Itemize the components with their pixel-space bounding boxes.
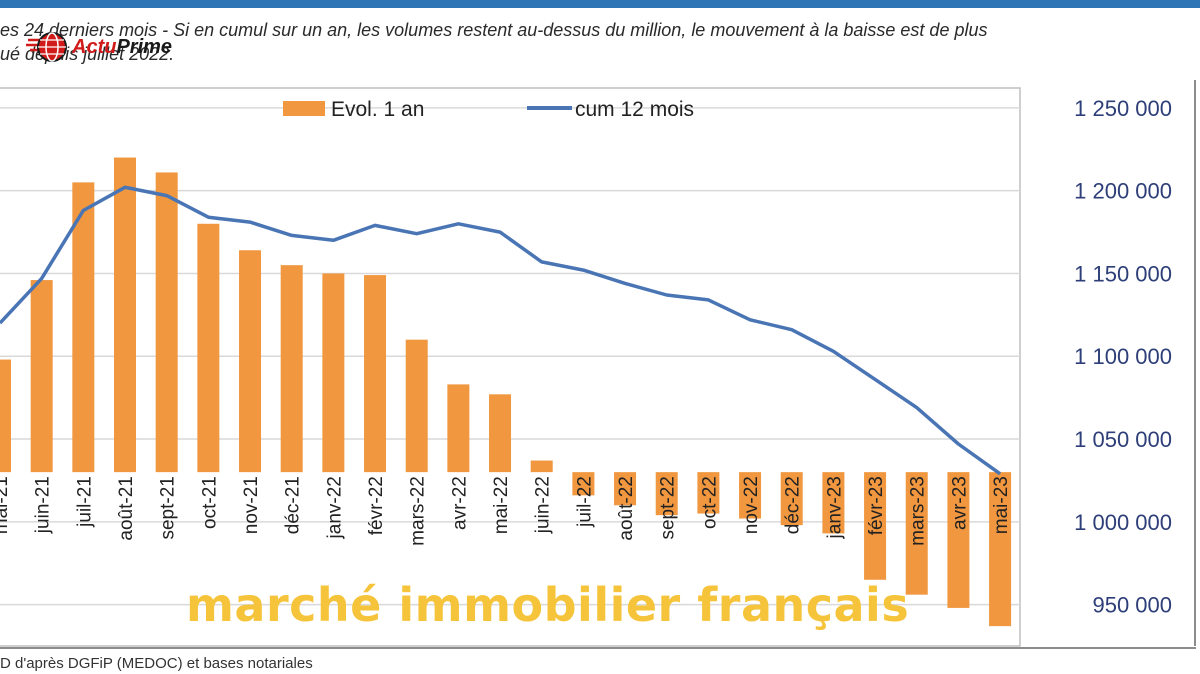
bar bbox=[114, 157, 137, 473]
bar bbox=[780, 472, 803, 526]
x-tick-label: sept-21 bbox=[158, 476, 179, 539]
x-tick-label: févr-23 bbox=[866, 476, 887, 535]
x-tick-label: juin-21 bbox=[33, 476, 54, 534]
actuprime-logo: ActuPrime bbox=[26, 26, 172, 68]
logo-brand-b: Prime bbox=[116, 35, 173, 58]
chart-legend: Evol. 1 an cum 12 mois bbox=[283, 98, 694, 121]
x-tick-label: sept-22 bbox=[658, 476, 679, 539]
y-tick-label: 1 150 000 bbox=[1074, 261, 1172, 286]
y-tick-label: 1 250 000 bbox=[1074, 96, 1172, 121]
x-tick-label: juil-21 bbox=[74, 476, 95, 528]
bar bbox=[822, 472, 845, 534]
bar bbox=[572, 472, 595, 496]
logo-brand-a: Actu bbox=[72, 35, 117, 58]
x-tick-label: oct-22 bbox=[699, 476, 720, 529]
transactions-chart: mai-21 juin-21 juil-21 août-21 sept-21 oct-21… bbox=[0, 80, 1196, 649]
x-tick-label: nov-21 bbox=[241, 476, 262, 534]
chart-subtitle: es 24 derniers mois - Si en cumul sur un… bbox=[0, 18, 1200, 70]
x-tick-label: avr-22 bbox=[449, 476, 470, 530]
bar-series-evol-1-an bbox=[0, 157, 1012, 627]
bar bbox=[364, 275, 387, 473]
x-axis-labels: mai-21 juin-21 juil-21 août-21 sept-21 oct-21… bbox=[0, 476, 1012, 546]
x-tick-label: mai-21 bbox=[0, 476, 12, 534]
title-bar bbox=[0, 0, 1200, 8]
x-tick-label: janv-23 bbox=[824, 476, 845, 539]
bar bbox=[655, 472, 678, 516]
bar bbox=[489, 394, 512, 473]
x-tick-label: févr-22 bbox=[366, 476, 387, 535]
y-tick-label: 950 000 bbox=[1092, 593, 1172, 618]
x-tick-label: mai-22 bbox=[491, 476, 512, 534]
watermark-text: marché immobilier français bbox=[186, 578, 910, 632]
bar bbox=[864, 472, 887, 580]
y-tick-label: 1 050 000 bbox=[1074, 427, 1172, 452]
bar bbox=[697, 472, 720, 514]
bar bbox=[905, 472, 928, 595]
line-series-cum-12-mois bbox=[0, 185, 1002, 476]
y-tick-label: 1 100 000 bbox=[1074, 344, 1172, 369]
subtitle-line-2: ué depuis juillet 2022. bbox=[0, 44, 175, 64]
y-axis-right-labels: 1 250 000 1 200 000 1 150 000 1 100 000 1 05… bbox=[1074, 96, 1172, 618]
x-tick-label: janv-22 bbox=[324, 476, 345, 539]
bar bbox=[72, 182, 95, 473]
bar bbox=[947, 472, 970, 608]
logo-text: ActuPrime bbox=[72, 36, 172, 59]
y-tick-label: 1 200 000 bbox=[1074, 179, 1172, 204]
x-tick-label: avr-23 bbox=[949, 476, 970, 530]
bar bbox=[239, 250, 262, 473]
x-tick-label: mai-23 bbox=[991, 476, 1012, 534]
x-tick-label: août-21 bbox=[116, 476, 137, 540]
bar bbox=[0, 359, 11, 473]
plot-frame bbox=[0, 80, 1196, 649]
source-note: D d'après DGFiP (MEDOC) et bases notaria… bbox=[0, 655, 313, 672]
globe-icon bbox=[26, 32, 67, 62]
plot-border bbox=[0, 87, 1021, 647]
y-tick-label: 1 000 000 bbox=[1074, 510, 1172, 535]
bar bbox=[447, 384, 470, 473]
bar bbox=[280, 265, 303, 473]
x-tick-label: juil-22 bbox=[574, 476, 595, 528]
x-tick-label: mars-23 bbox=[908, 476, 929, 546]
x-tick-label: mars-22 bbox=[408, 476, 429, 546]
bar bbox=[989, 472, 1012, 627]
legend-label-cum-12-mois: cum 12 mois bbox=[575, 98, 694, 121]
bar bbox=[322, 273, 345, 473]
bar bbox=[530, 460, 553, 473]
x-tick-label: déc-22 bbox=[783, 476, 804, 534]
x-tick-label: juin-22 bbox=[533, 476, 554, 534]
legend-swatch-bar bbox=[283, 101, 325, 116]
bar bbox=[405, 339, 428, 473]
x-tick-label: août-22 bbox=[616, 476, 637, 540]
bar bbox=[30, 280, 53, 473]
x-tick-label: oct-21 bbox=[199, 476, 220, 529]
bar bbox=[197, 223, 220, 473]
x-tick-label: nov-22 bbox=[741, 476, 762, 534]
series-line bbox=[0, 185, 1002, 476]
bar bbox=[614, 472, 637, 506]
bar bbox=[155, 172, 178, 473]
subtitle-line-1: es 24 derniers mois - Si en cumul sur un… bbox=[0, 20, 988, 40]
bar bbox=[739, 472, 762, 519]
x-tick-label: déc-21 bbox=[283, 476, 304, 534]
legend-label-evol-1-an: Evol. 1 an bbox=[331, 98, 424, 121]
